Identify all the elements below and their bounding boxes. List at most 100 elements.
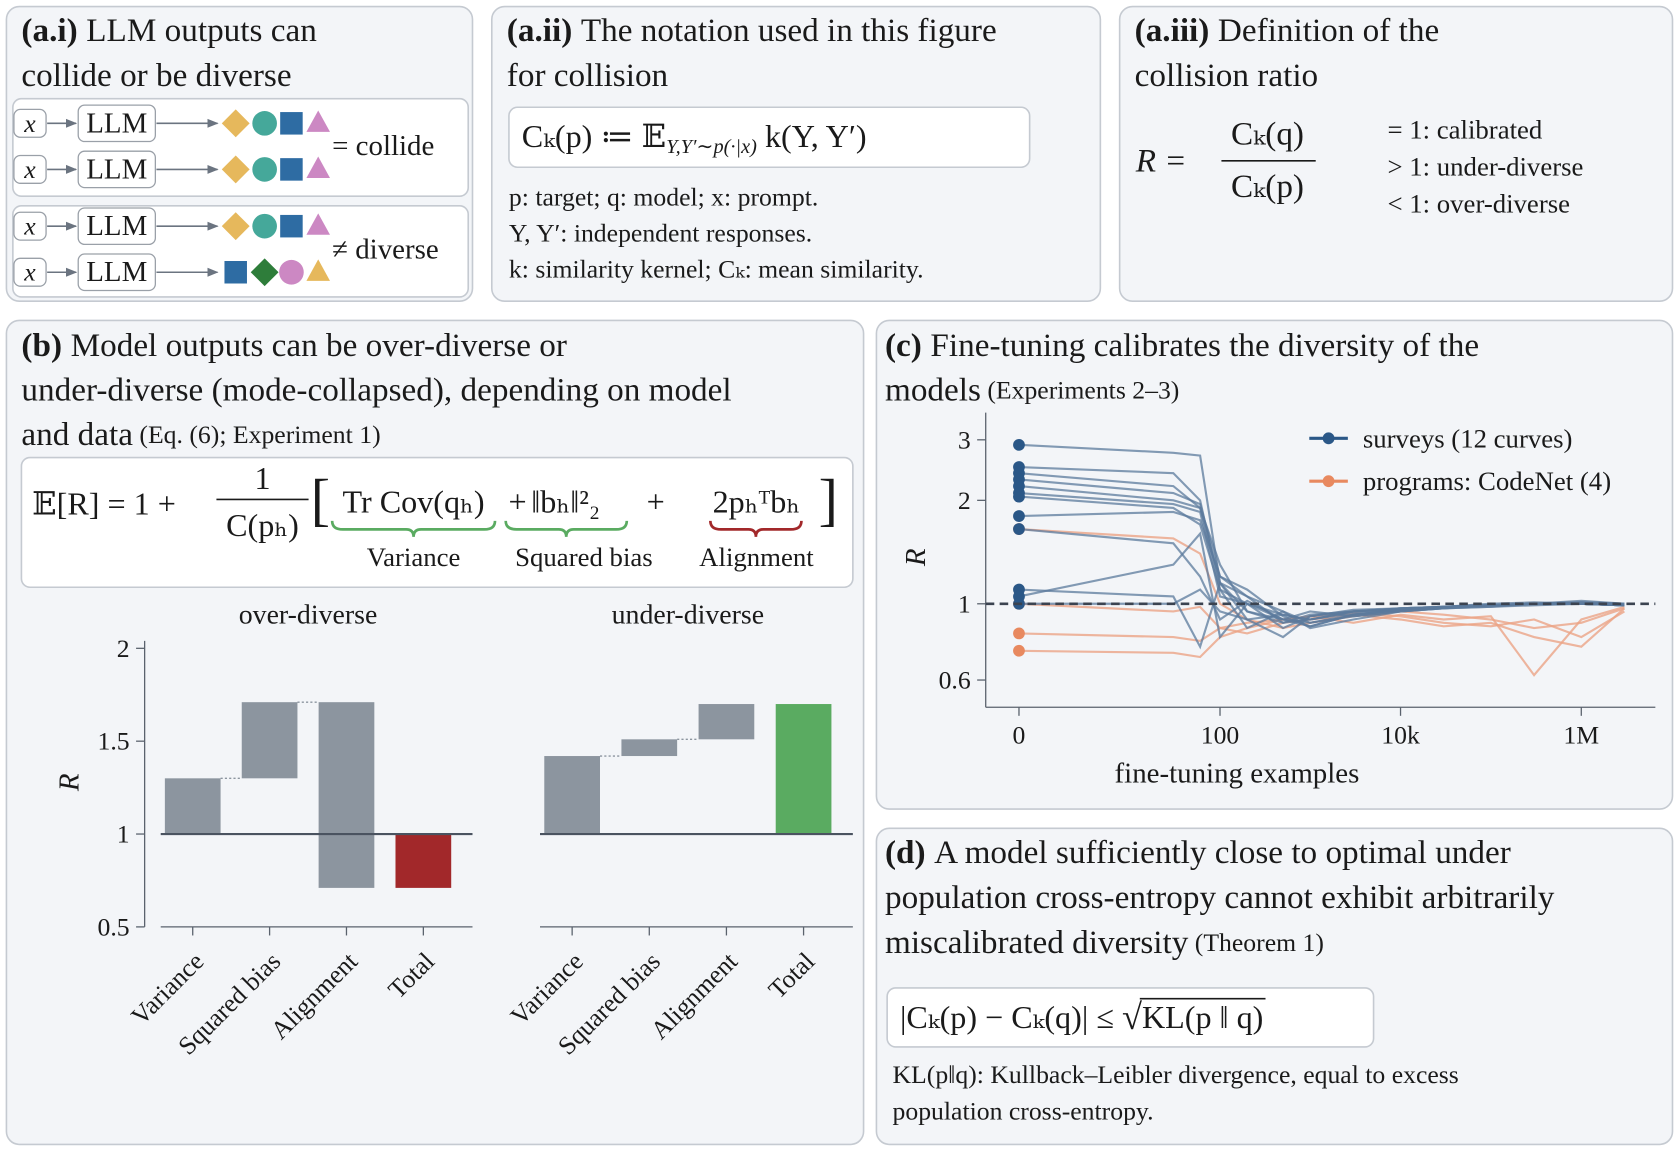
panel-title: under-diverse (mode-collapsed), dependin… — [21, 371, 731, 408]
panel — [1118, 5, 1674, 302]
model-label: LLM — [86, 210, 147, 242]
panel-title: (a.ii) The notation used in this figure — [507, 12, 997, 49]
series-start-marker — [1013, 523, 1025, 535]
eq-numerator: 1 — [254, 460, 270, 496]
panel — [875, 827, 1674, 1146]
panel-title: (b) Model outputs can be over-diverse or — [21, 327, 566, 364]
y-tick-label: 1 — [958, 589, 971, 618]
panel-title: collide or be diverse — [21, 57, 291, 94]
panel-title-part: under-diverse (mode-collapsed), dependin… — [21, 371, 731, 408]
eq-bias: ‖bₕ‖²₂ — [531, 484, 600, 520]
input-box — [13, 257, 47, 287]
panel-title: models (Experiments 2–3) — [885, 371, 1179, 408]
formula: Cₖ(p) ≔ 𝔼Y,Y′∼p(·|x) k(Y, Y′) — [522, 118, 867, 158]
bar — [395, 834, 452, 888]
input-box — [13, 108, 47, 138]
box — [508, 106, 1031, 169]
eq-plus: + — [647, 484, 665, 520]
square — [224, 261, 247, 284]
panel-title-part: (a.iii) — [1135, 12, 1210, 49]
x-axis-label: fine-tuning examples — [1115, 758, 1360, 790]
x-tick-label: 1M — [1563, 721, 1599, 750]
panel-title: and data (Eq. (6); Experiment 1) — [21, 416, 380, 453]
x-tick-label: 0 — [1013, 721, 1026, 750]
panel-title: collision ratio — [1135, 57, 1319, 94]
triangle — [306, 110, 330, 132]
y-tick-label: 0.5 — [98, 912, 130, 941]
eq-label: Variance — [367, 542, 461, 572]
eq-variance: Tr Cov(qₕ) — [343, 484, 485, 520]
panel-title: population cross-entropy cannot exhibit … — [885, 878, 1555, 915]
panel-title-part: (Eq. (6); Experiment 1) — [133, 420, 381, 449]
bar — [775, 704, 832, 835]
panel-title-part: and data — [21, 416, 133, 453]
y-tick-label: 2 — [958, 486, 971, 515]
eq-label: Alignment — [699, 542, 814, 572]
panel-title: (a.i) LLM outputs can — [21, 12, 317, 49]
circle — [252, 157, 277, 182]
eq-label: Squared bias — [515, 542, 653, 572]
series-start-marker — [1013, 438, 1025, 451]
legend-label: programs: CodeNet (4) — [1363, 466, 1611, 496]
panel-title-part: (b) — [21, 327, 62, 364]
bar — [621, 739, 678, 757]
formula-part: √ — [1122, 997, 1142, 1037]
diverse-label: ≠ diverse — [332, 234, 439, 266]
circle — [252, 213, 277, 239]
input-box — [13, 211, 47, 241]
panel-title-part: (Theorem 1) — [1188, 927, 1324, 956]
box — [886, 987, 1375, 1048]
panel-title-part: (d) — [885, 833, 926, 870]
bar — [318, 702, 375, 888]
input-box — [13, 154, 47, 184]
eq-denominator: C(pₕ) — [226, 507, 299, 543]
diamond — [221, 212, 250, 241]
bar — [698, 704, 755, 740]
input-label: x — [23, 212, 36, 241]
bar — [164, 778, 221, 835]
legend-swatch — [1322, 475, 1335, 488]
ratio-legend: < 1: over-diverse — [1388, 189, 1571, 219]
square — [280, 158, 303, 181]
panel-title-part: collision ratio — [1135, 57, 1319, 94]
panel-title-part: LLM outputs can — [86, 12, 317, 49]
circle — [252, 111, 277, 136]
bar — [241, 702, 298, 779]
bar — [544, 756, 600, 835]
series-start-marker — [1013, 510, 1025, 522]
series-line — [1018, 588, 1625, 621]
square — [280, 112, 303, 135]
model-box — [77, 207, 156, 246]
fraction-denominator: Cₖ(p) — [1231, 168, 1304, 205]
panel-title-part: (a.ii) — [507, 12, 572, 49]
panel-title: miscalibrated diversity (Theorem 1) — [885, 923, 1324, 960]
collide-label: = collide — [332, 130, 434, 162]
y-axis-label: R — [54, 773, 86, 792]
panel-title-part: Model outputs can be over-diverse or — [71, 327, 567, 364]
x-tick-label: 100 — [1201, 721, 1240, 750]
x-tick-label: 10k — [1381, 721, 1420, 750]
formula-part: Y,Y′∼p(·|x) — [666, 136, 757, 158]
panel-title-part: A model sufficiently close to optimal un… — [934, 833, 1511, 870]
y-tick-label: 1.5 — [98, 727, 130, 756]
eq-plus: + — [508, 484, 526, 520]
formula-part: k(Y, Y′) — [757, 118, 867, 154]
series-start-marker — [1013, 627, 1025, 640]
panel-title-part: population cross-entropy cannot exhibit … — [885, 878, 1555, 915]
legend-swatch — [1322, 432, 1335, 445]
model-label: LLM — [86, 256, 147, 288]
panel-title-part: collide or be diverse — [21, 57, 291, 94]
panel-title-part: (c) — [885, 327, 922, 364]
panel-title-part: for collision — [507, 57, 669, 94]
ratio-legend: = 1: calibrated — [1388, 115, 1543, 145]
panel-title: (d) A model sufficiently close to optimal… — [885, 833, 1511, 870]
note: p: target; q: model; x: prompt. — [509, 183, 818, 212]
triangle — [306, 259, 330, 281]
chart-title: over-diverse — [239, 600, 378, 631]
series-start-marker — [1013, 490, 1025, 503]
square — [280, 214, 303, 238]
note: k: similarity kernel; Cₖ: mean similarit… — [509, 255, 924, 284]
formula: |Cₖ(p) − Cₖ(q)| ≤ √KL(p ‖ q) — [900, 997, 1263, 1037]
panel-title-part: Definition of the — [1218, 12, 1439, 49]
